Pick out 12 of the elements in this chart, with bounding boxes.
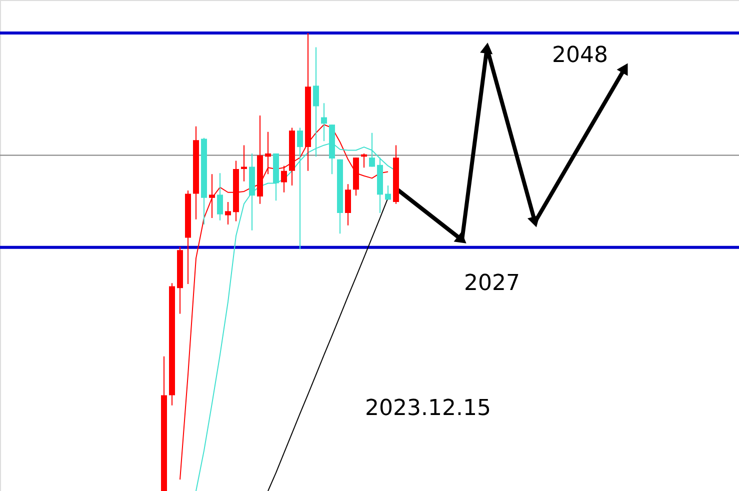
candlestick bbox=[345, 184, 351, 226]
candlestick bbox=[321, 102, 327, 142]
candlestick bbox=[225, 202, 231, 225]
candlestick bbox=[209, 174, 215, 219]
text: 2027 bbox=[464, 271, 520, 296]
candlestick bbox=[217, 172, 223, 221]
candlestick bbox=[265, 131, 271, 175]
annotation: 2023.12.15 bbox=[365, 396, 491, 421]
candlestick bbox=[241, 144, 247, 182]
candlestick bbox=[385, 185, 391, 200]
text: 2048 bbox=[552, 43, 608, 68]
candlestick bbox=[281, 165, 287, 193]
